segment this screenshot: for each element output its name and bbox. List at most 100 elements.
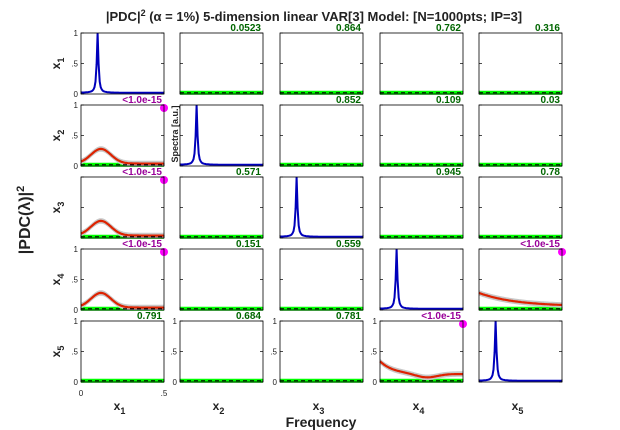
row-label-x4: x4 <box>49 274 66 286</box>
panel-grid: 0.51 0.0523 0.864 0.762 0.316<1.0e-150.51 0.8… <box>71 23 566 398</box>
title-main: |PDC| <box>106 9 141 24</box>
panel-frame <box>379 176 464 239</box>
y-tick-label: 0 <box>74 162 79 171</box>
y-tick-label: 1 <box>74 245 79 254</box>
title-sup: 2 <box>141 8 146 18</box>
spectrum-line <box>279 176 363 238</box>
pdc-line <box>379 360 463 379</box>
panel-frame <box>279 248 364 311</box>
panel-frame <box>179 176 264 239</box>
y-tick-label: 1 <box>173 317 178 326</box>
panel-frame <box>179 32 264 95</box>
panel-3-5: 0.78 <box>478 167 563 239</box>
col-label-x3: x3 <box>313 399 325 416</box>
spectrum-line <box>179 104 263 166</box>
title-rest: (α = 1%) 5-dimension linear VAR[3] Model… <box>146 9 523 24</box>
figure-title: |PDC|2 (α = 1%) 5-dimension linear VAR[3… <box>106 8 522 24</box>
panel-4-1: <1.0e-15 0 .5 1 <box>71 239 168 315</box>
row-label-x5: x5 <box>49 346 66 358</box>
panel-frame <box>478 176 563 239</box>
panel-frame <box>279 176 364 239</box>
panel-5-5 <box>478 320 563 383</box>
panel-1-3: 0.864 <box>279 23 364 95</box>
p-value-label: 0.151 <box>236 239 261 250</box>
p-value-label: 0.78 <box>541 167 561 178</box>
p-value-label: <1.0e-15 <box>520 239 560 250</box>
row-label-x1: x1 <box>49 58 66 70</box>
col-label-x4: x4 <box>413 399 425 416</box>
y-tick-label: 0 <box>173 378 178 387</box>
spectrum-line <box>478 320 562 382</box>
panel-5-1: 0.791 0 .5 1 0 .5 <box>71 311 168 398</box>
y-tick-label: .5 <box>71 132 78 141</box>
panel-frame <box>478 320 563 383</box>
ylabel-main: |PDC(λ)| <box>17 192 34 254</box>
y-tick-label: 0 <box>273 378 278 387</box>
panel-2-4: 0.109 <box>379 95 464 167</box>
panel-3-1: <1.0e-15 <box>80 167 168 239</box>
panel-2-5: 0.03 <box>478 95 563 167</box>
p-value-label: <1.0e-15 <box>122 239 162 250</box>
panel-frame <box>179 248 264 311</box>
y-tick-label: .5 <box>71 276 78 285</box>
panel-frame <box>80 104 165 167</box>
panel-frame <box>179 320 264 383</box>
x-axis-label: Frequency <box>286 414 357 430</box>
svg-text:|PDC|2 (α = 1%) 5-dimension li: |PDC|2 (α = 1%) 5-dimension linear VAR[3… <box>106 8 522 24</box>
p-value-label: 0.852 <box>336 95 361 106</box>
panel-frame <box>379 104 464 167</box>
panel-3-3 <box>279 176 364 239</box>
y-tick-label: 1 <box>373 317 378 326</box>
panel-2-2 <box>179 104 264 167</box>
panel-5-4: <1.0e-15 0 .5 1 <box>370 311 467 387</box>
panel-frame <box>478 104 563 167</box>
panel-frame <box>379 32 464 95</box>
y-tick-label: 0 <box>74 306 79 315</box>
spectra-label: Spectra [a.u.] <box>170 105 180 162</box>
panel-4-2: 0.151 <box>179 239 264 311</box>
panel-1-5: 0.316 <box>478 23 563 95</box>
y-tick-label: .5 <box>71 348 78 357</box>
p-value-label: 0.791 <box>137 311 162 322</box>
panel-frame <box>80 32 165 95</box>
pdc-line <box>80 219 164 237</box>
row-label-x2: x2 <box>49 130 66 142</box>
panel-4-5: <1.0e-15 <box>478 239 566 311</box>
row-label-x3: x3 <box>49 202 66 214</box>
pdc-line <box>478 291 563 307</box>
panel-frame <box>279 320 364 383</box>
panel-frame <box>279 104 364 167</box>
svg-text:|PDC(λ)|2: |PDC(λ)|2 <box>15 186 34 254</box>
col-label-x1: x1 <box>114 399 126 416</box>
y-tick-label: .5 <box>270 348 277 357</box>
y-tick-label: .5 <box>370 348 377 357</box>
y-tick-label: 1 <box>273 317 278 326</box>
panel-4-3: 0.559 <box>279 239 364 311</box>
y-axis-label: |PDC(λ)|2 <box>15 186 34 254</box>
p-value-label: 0.781 <box>336 311 361 322</box>
panel-frame <box>80 320 165 383</box>
panel-1-2: 0.0523 <box>179 23 264 95</box>
col-label-x2: x2 <box>213 399 225 416</box>
y-tick-label: 1 <box>74 317 79 326</box>
panel-1-4: 0.762 <box>379 23 464 95</box>
row-labels: x1 x2 x3 x4 x5 <box>49 58 66 358</box>
panel-frame <box>379 248 464 311</box>
spectrum-line <box>379 248 463 310</box>
p-value-label: 0.316 <box>535 23 560 34</box>
p-value-label: 0.684 <box>236 311 261 322</box>
spectrum-line <box>80 32 164 94</box>
panel-1-1: 0.51 <box>71 29 165 99</box>
pdc-line <box>80 147 164 165</box>
col-labels: x1 x2 x3 x4 x5 <box>114 399 524 416</box>
p-value-label: 0.109 <box>436 95 461 106</box>
p-value-label: <1.0e-15 <box>122 95 162 106</box>
p-value-label: <1.0e-15 <box>122 167 162 178</box>
p-value-label: 0.571 <box>236 167 261 178</box>
y-tick-label: 0 <box>74 90 79 99</box>
panel-3-2: 0.571 <box>179 167 264 239</box>
confidence-band <box>81 290 164 310</box>
panel-2-3: 0.852 <box>279 95 364 167</box>
y-tick-label: .5 <box>170 348 177 357</box>
